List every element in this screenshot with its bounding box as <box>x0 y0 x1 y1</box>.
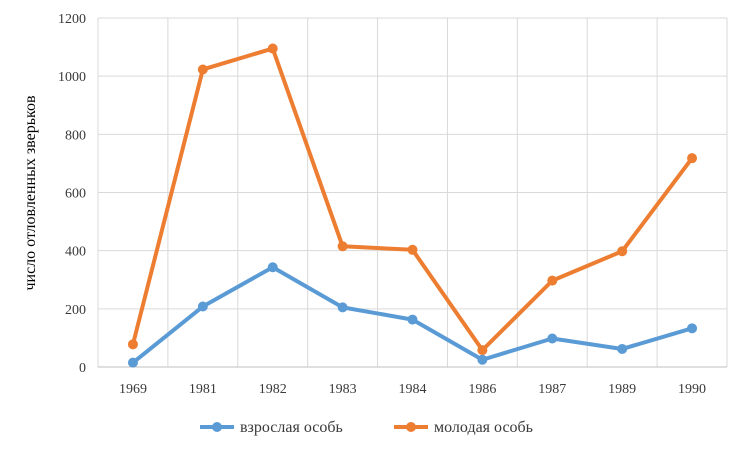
data-point <box>197 64 208 75</box>
data-point <box>687 323 698 334</box>
y-tick-label: 200 <box>65 303 86 318</box>
axis-layer: 0 200 400 600 800 1000 1200 1969 1981 1982 1983 198… <box>58 12 727 397</box>
legend-swatch-marker <box>212 422 222 432</box>
x-tick-label: 1990 <box>678 382 706 397</box>
legend: взрослая особь молодая особь <box>200 419 533 436</box>
data-point <box>407 244 418 255</box>
data-point <box>337 302 348 313</box>
data-point <box>127 357 138 368</box>
data-point <box>407 314 418 325</box>
y-tick-label: 800 <box>65 128 86 143</box>
x-tick-label: 1982 <box>259 382 287 397</box>
data-point <box>547 275 558 286</box>
y-tick-label: 1200 <box>58 12 86 27</box>
y-tick-label: 400 <box>65 245 86 260</box>
legend-item: молодая особь <box>394 419 533 436</box>
data-point <box>267 262 278 273</box>
series-layer <box>127 43 698 368</box>
x-tick-label: 1987 <box>538 382 566 397</box>
data-point <box>547 333 558 344</box>
y-tick-label: 1000 <box>58 70 86 85</box>
data-point <box>267 43 278 54</box>
data-point <box>687 153 698 164</box>
x-tick-label: 1983 <box>329 382 357 397</box>
series-line-1 <box>130 46 695 353</box>
y-axis-title: число отловленных зверьков <box>22 95 39 291</box>
data-point <box>477 345 488 356</box>
x-tick-label: 1984 <box>399 382 427 397</box>
data-point <box>197 301 208 312</box>
data-point <box>617 343 628 354</box>
x-tick-label: 1969 <box>119 382 147 397</box>
y-tick-label: 600 <box>65 187 86 202</box>
grid-layer <box>97 17 728 367</box>
data-point <box>127 339 138 350</box>
x-tick-label: 1986 <box>468 382 496 397</box>
legend-label: молодая особь <box>434 419 533 436</box>
x-tick-label: 1989 <box>608 382 636 397</box>
data-point <box>477 354 488 365</box>
legend-label: взрослая особь <box>240 419 343 436</box>
data-point <box>337 241 348 252</box>
x-tick-label: 1981 <box>189 382 217 397</box>
y-tick-label: 0 <box>79 361 86 376</box>
legend-item: взрослая особь <box>200 419 343 436</box>
legend-swatch-marker <box>406 422 416 432</box>
data-point <box>617 246 628 257</box>
